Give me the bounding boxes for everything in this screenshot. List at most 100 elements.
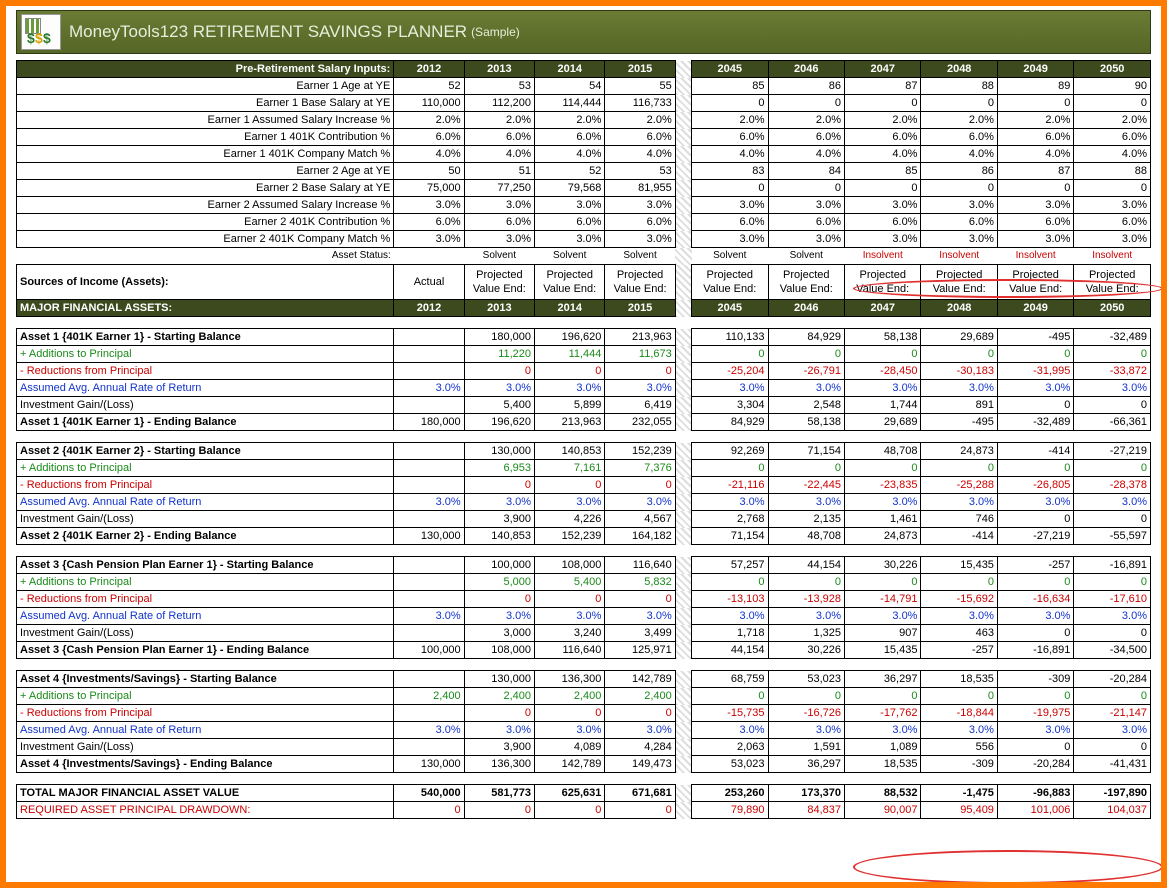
table-cell: -26,805: [997, 477, 1073, 494]
table-cell: 3.0%: [997, 608, 1073, 625]
table-cell: 0: [1074, 460, 1151, 477]
table-cell: 0: [692, 346, 768, 363]
table-cell: 891: [921, 397, 997, 414]
table-cell: 3.0%: [464, 494, 534, 511]
table-cell: 100,000: [464, 557, 534, 574]
table-cell: -16,726: [768, 705, 844, 722]
table-cell: 92,269: [692, 443, 768, 460]
table-cell: 0: [845, 460, 921, 477]
table-cell: [394, 557, 464, 574]
table-cell: 0: [1074, 95, 1151, 112]
projected-label: Projected Value End:: [997, 265, 1073, 300]
table-cell: 30,226: [768, 642, 844, 659]
table-cell: 180,000: [394, 414, 464, 431]
table-cell: [394, 346, 464, 363]
table-cell: 7,376: [605, 460, 675, 477]
table-cell: -16,634: [997, 591, 1073, 608]
table-cell: 4.0%: [921, 146, 997, 163]
table-cell: 3.0%: [535, 380, 605, 397]
table-cell: 88,532: [845, 785, 921, 802]
table-cell: 6.0%: [1074, 214, 1151, 231]
table-cell: 3.0%: [535, 197, 605, 214]
table-cell: -25,288: [921, 477, 997, 494]
year-header: 2048: [921, 300, 997, 317]
sources-label: Sources of Income (Assets):: [17, 265, 394, 300]
table-cell: 2.0%: [464, 112, 534, 129]
table-cell: 75,000: [394, 180, 464, 197]
table-cell: 6.0%: [394, 214, 464, 231]
table-cell: 6.0%: [605, 214, 675, 231]
spreadsheet-frame: MoneyTools123 RETIREMENT SAVINGS PLANNER…: [0, 0, 1167, 888]
status-cell: Insolvent: [1074, 248, 1151, 265]
year-header: 2045: [692, 61, 768, 78]
table-cell: 0: [535, 477, 605, 494]
status-cell: Insolvent: [997, 248, 1073, 265]
table-cell: 71,154: [692, 528, 768, 545]
status-cell: Solvent: [692, 248, 768, 265]
asset-ending-label: Asset 1 {401K Earner 1} - Ending Balance: [17, 414, 394, 431]
table-cell: -18,844: [921, 705, 997, 722]
table-cell: -14,791: [845, 591, 921, 608]
table-cell: 18,535: [845, 756, 921, 773]
table-cell: 6.0%: [464, 214, 534, 231]
status-cell: Solvent: [605, 248, 675, 265]
salary-row: Earner 1 401K Company Match %4.0%4.0%4.0…: [17, 146, 1151, 163]
salary-row-label: Earner 2 Age at YE: [17, 163, 394, 180]
salary-row: Earner 1 Base Salary at YE110,000112,200…: [17, 95, 1151, 112]
table-cell: 86: [921, 163, 997, 180]
time-gap: [675, 248, 691, 265]
table-cell: 0: [605, 802, 675, 819]
table-cell: 0: [845, 95, 921, 112]
year-header: 2012: [394, 300, 464, 317]
time-gap: [675, 346, 691, 363]
table-cell: 53: [464, 78, 534, 95]
table-cell: 2.0%: [845, 112, 921, 129]
table-cell: 55: [605, 78, 675, 95]
table-cell: 2.0%: [1074, 112, 1151, 129]
table-cell: 112,200: [464, 95, 534, 112]
table-cell: 3.0%: [921, 380, 997, 397]
asset-ending-label: Asset 4 {Investments/Savings} - Ending B…: [17, 756, 394, 773]
spacer-row: [17, 545, 1151, 557]
planner-table: Pre-Retirement Salary Inputs:20122013201…: [16, 60, 1151, 819]
table-cell: 6.0%: [768, 129, 844, 146]
table-cell: 3.0%: [605, 231, 675, 248]
time-gap: [675, 574, 691, 591]
table-cell: -16,891: [1074, 557, 1151, 574]
table-cell: -23,835: [845, 477, 921, 494]
status-cell: Solvent: [535, 248, 605, 265]
table-cell: 6.0%: [997, 214, 1073, 231]
table-cell: 6.0%: [921, 214, 997, 231]
asset-end-row: Asset 1 {401K Earner 1} - Ending Balance…: [17, 414, 1151, 431]
projected-label: Projected Value End:: [921, 265, 997, 300]
table-cell: 3.0%: [845, 722, 921, 739]
table-cell: 6,419: [605, 397, 675, 414]
asset-name-label: Asset 2 {401K Earner 2} - Starting Balan…: [17, 443, 394, 460]
table-cell: -17,762: [845, 705, 921, 722]
table-cell: 3.0%: [921, 197, 997, 214]
table-cell: 5,899: [535, 397, 605, 414]
spacer-row: [17, 659, 1151, 671]
table-cell: 6.0%: [921, 129, 997, 146]
table-cell: 3.0%: [394, 722, 464, 739]
table-cell: 0: [1074, 397, 1151, 414]
table-cell: -309: [921, 756, 997, 773]
table-cell: 53,023: [692, 756, 768, 773]
table-cell: [394, 329, 464, 346]
table-cell: 0: [845, 688, 921, 705]
table-cell: 130,000: [464, 443, 534, 460]
table-cell: 90: [1074, 78, 1151, 95]
table-cell: 2.0%: [997, 112, 1073, 129]
table-cell: 3.0%: [845, 197, 921, 214]
table-cell: 83: [692, 163, 768, 180]
asset-gl-row: Investment Gain/(Loss)5,4005,8996,4193,3…: [17, 397, 1151, 414]
time-gap: [675, 802, 691, 819]
table-cell: 1,089: [845, 739, 921, 756]
table-cell: 71,154: [768, 443, 844, 460]
projected-label: Projected Value End:: [535, 265, 605, 300]
table-cell: 4,226: [535, 511, 605, 528]
ror-label: Assumed Avg. Annual Rate of Return: [17, 380, 394, 397]
table-cell: 0: [1074, 739, 1151, 756]
salary-row: Earner 2 Assumed Salary Increase %3.0%3.…: [17, 197, 1151, 214]
table-cell: 3.0%: [921, 494, 997, 511]
